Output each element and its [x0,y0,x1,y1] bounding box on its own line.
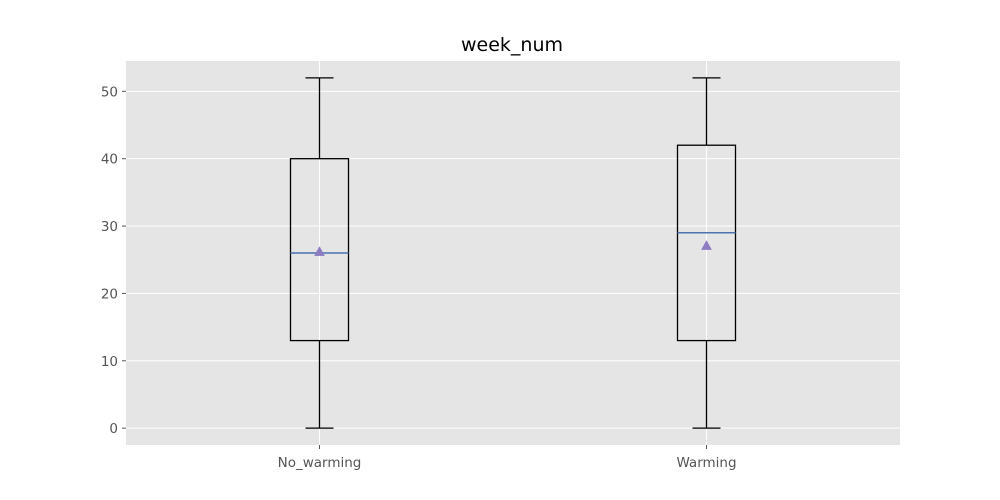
y-tick-label: 10 [101,354,118,370]
grid-layer [126,61,900,445]
plot-area [126,61,900,445]
x-tick-label: No_warming [278,455,362,471]
boxplot-no-warming [289,77,350,429]
mean-marker [314,246,325,256]
marks-layer [289,77,737,429]
y-tick-label: 20 [101,286,118,302]
y-tick-label: 40 [101,152,118,168]
mean-marker [701,240,712,250]
axis-layer: 0 10 20 30 40 50 No_warming Warming [101,84,737,471]
x-tick-label: Warming [676,455,736,471]
chart-title: week_num [461,34,563,56]
boxplot-warming [676,77,737,429]
y-tick-label: 30 [101,219,118,235]
iqr-box [676,144,737,342]
y-tick-label: 0 [109,421,118,437]
y-tick-label: 50 [101,84,118,100]
iqr-box [289,158,350,342]
